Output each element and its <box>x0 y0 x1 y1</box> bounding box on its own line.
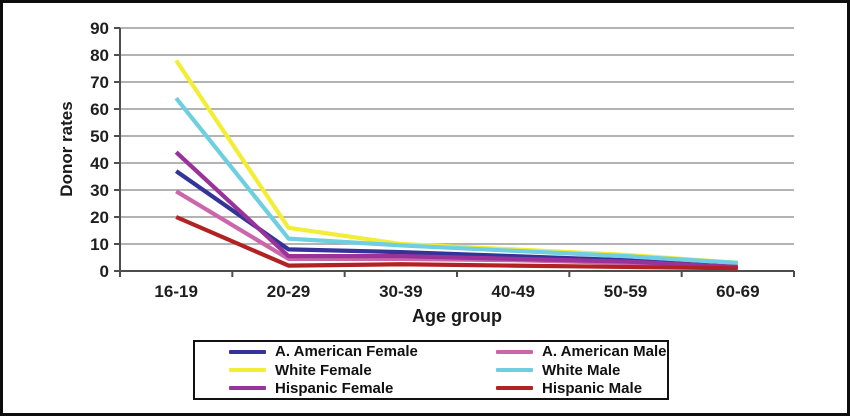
x-tick-label: 20-29 <box>267 282 310 301</box>
x-tick-label: 40-49 <box>491 282 534 301</box>
x-tick-label: 60-69 <box>716 282 759 301</box>
y-tick-label: 30 <box>90 181 109 200</box>
legend-item-hispanic-female: Hispanic Female <box>229 380 496 397</box>
y-tick-label: 60 <box>90 100 109 119</box>
y-tick-label: 10 <box>90 235 109 254</box>
legend-item-white-female: White Female <box>229 362 496 379</box>
legend-label: White Male <box>542 361 621 379</box>
legend-swatch <box>496 368 533 372</box>
x-tick-label: 30-39 <box>379 282 422 301</box>
legend-item-white-male: White Male <box>496 362 667 379</box>
y-axis-title: Donor rates <box>57 101 76 197</box>
legend-item-hispanic-male: Hispanic Male <box>496 380 667 397</box>
legend-label: White Female <box>275 361 372 379</box>
legend-label: A. American Male <box>542 343 667 361</box>
legend-swatch <box>496 386 533 391</box>
plot-area: 0 10 20 30 40 50 60 70 80 90 16-19 20-29 30-39 40-49 5… <box>90 19 795 301</box>
y-tick-label: 40 <box>90 154 109 173</box>
legend-swatch <box>496 349 533 354</box>
legend-swatch <box>229 349 266 354</box>
series-line-hispanic-female <box>174 150 738 270</box>
legend-swatch <box>229 368 266 372</box>
series-line-hispanic-male <box>175 215 738 271</box>
x-axis-title: Age group <box>412 306 502 326</box>
legend-swatch <box>229 386 266 391</box>
legend-label: Hispanic Male <box>542 379 643 397</box>
legend: A. American Female A. American Male White … <box>193 340 669 400</box>
legend-label: A. American Female <box>275 343 418 361</box>
y-tick-label: 50 <box>90 127 109 146</box>
series-line-white-male <box>174 96 738 265</box>
legend-item-a-american-female: A. American Female <box>229 343 496 360</box>
legend-item-a-american-male: A. American Male <box>496 343 667 360</box>
y-tick-label: 70 <box>90 73 109 92</box>
y-tick-label: 0 <box>100 262 109 281</box>
y-tick-label: 90 <box>90 19 109 38</box>
y-tick-label: 80 <box>90 46 109 65</box>
legend-label: Hispanic Female <box>275 379 394 397</box>
x-tick-label: 50-59 <box>604 282 647 301</box>
donor-rates-line-chart: 0 10 20 30 40 50 60 70 80 90 16-19 20-29 30-39 40-49 5… <box>3 3 847 413</box>
x-tick-label: 16-19 <box>154 282 197 301</box>
y-tick-label: 20 <box>90 208 109 227</box>
